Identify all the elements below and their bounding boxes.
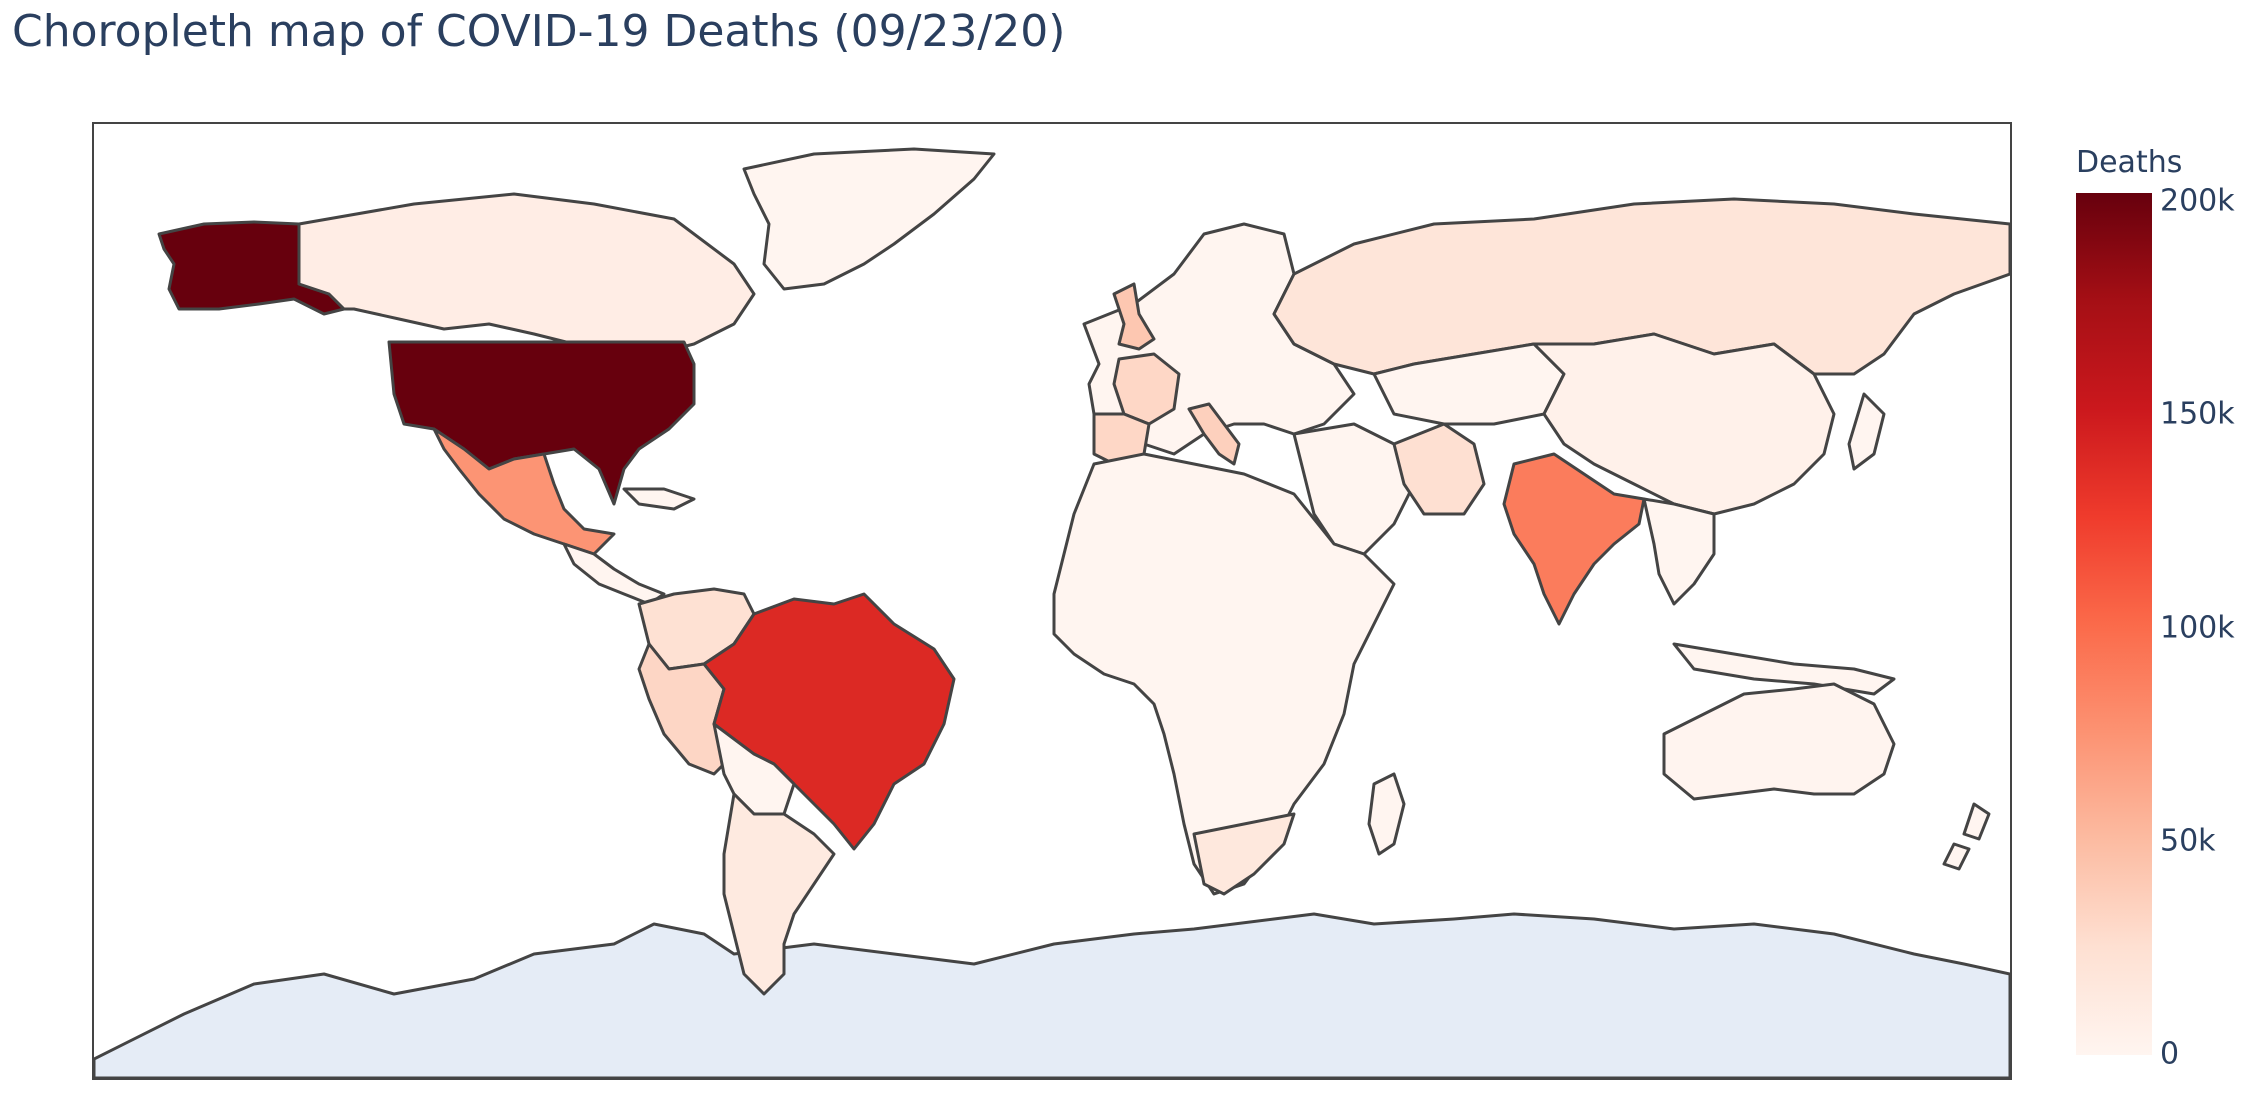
region-china[interactable] (1532, 332, 1836, 516)
map-frame[interactable] (92, 122, 2012, 1080)
colorbar (2076, 193, 2152, 1055)
region-australia[interactable] (1662, 682, 1896, 801)
region-iran[interactable] (1392, 422, 1486, 516)
region-indonesia[interactable] (1672, 642, 1896, 696)
region-united-kingdom[interactable] (1112, 282, 1156, 351)
region-japan[interactable] (1847, 392, 1886, 471)
region-italy[interactable] (1187, 402, 1241, 466)
colorbar-title: Deaths (2076, 145, 2183, 180)
region-south-africa[interactable] (1192, 812, 1296, 896)
colorbar-tick-50k: 50k (2160, 823, 2216, 859)
colorbar-tick-0: 0 (2160, 1036, 2180, 1072)
region-canada[interactable] (297, 192, 756, 356)
region-central-america[interactable] (562, 542, 666, 606)
region-mexico[interactable] (432, 427, 616, 556)
region-united-states[interactable] (387, 340, 696, 506)
region-africa[interactable] (1052, 452, 1396, 896)
region-france[interactable] (1112, 352, 1181, 426)
colorbar-tick-200k: 200k (2160, 183, 2235, 219)
region-new-zealand[interactable] (1942, 802, 1991, 871)
region-southeast-asia[interactable] (1642, 497, 1716, 606)
region-argentina[interactable] (722, 792, 836, 996)
region-madagascar[interactable] (1367, 772, 1406, 856)
world-map[interactable] (94, 124, 2010, 1078)
colorbar-tick-100k: 100k (2160, 610, 2235, 646)
region-middle-east[interactable] (1292, 422, 1416, 556)
region-india[interactable] (1502, 452, 1646, 626)
region-caribbean[interactable] (622, 487, 696, 511)
colorbar-tick-150k: 150k (2160, 396, 2235, 432)
chart-title: Choropleth map of COVID-19 Deaths (09/23… (12, 6, 1066, 57)
region-greenland[interactable] (742, 147, 996, 291)
region-antarctica[interactable] (94, 912, 2010, 1078)
